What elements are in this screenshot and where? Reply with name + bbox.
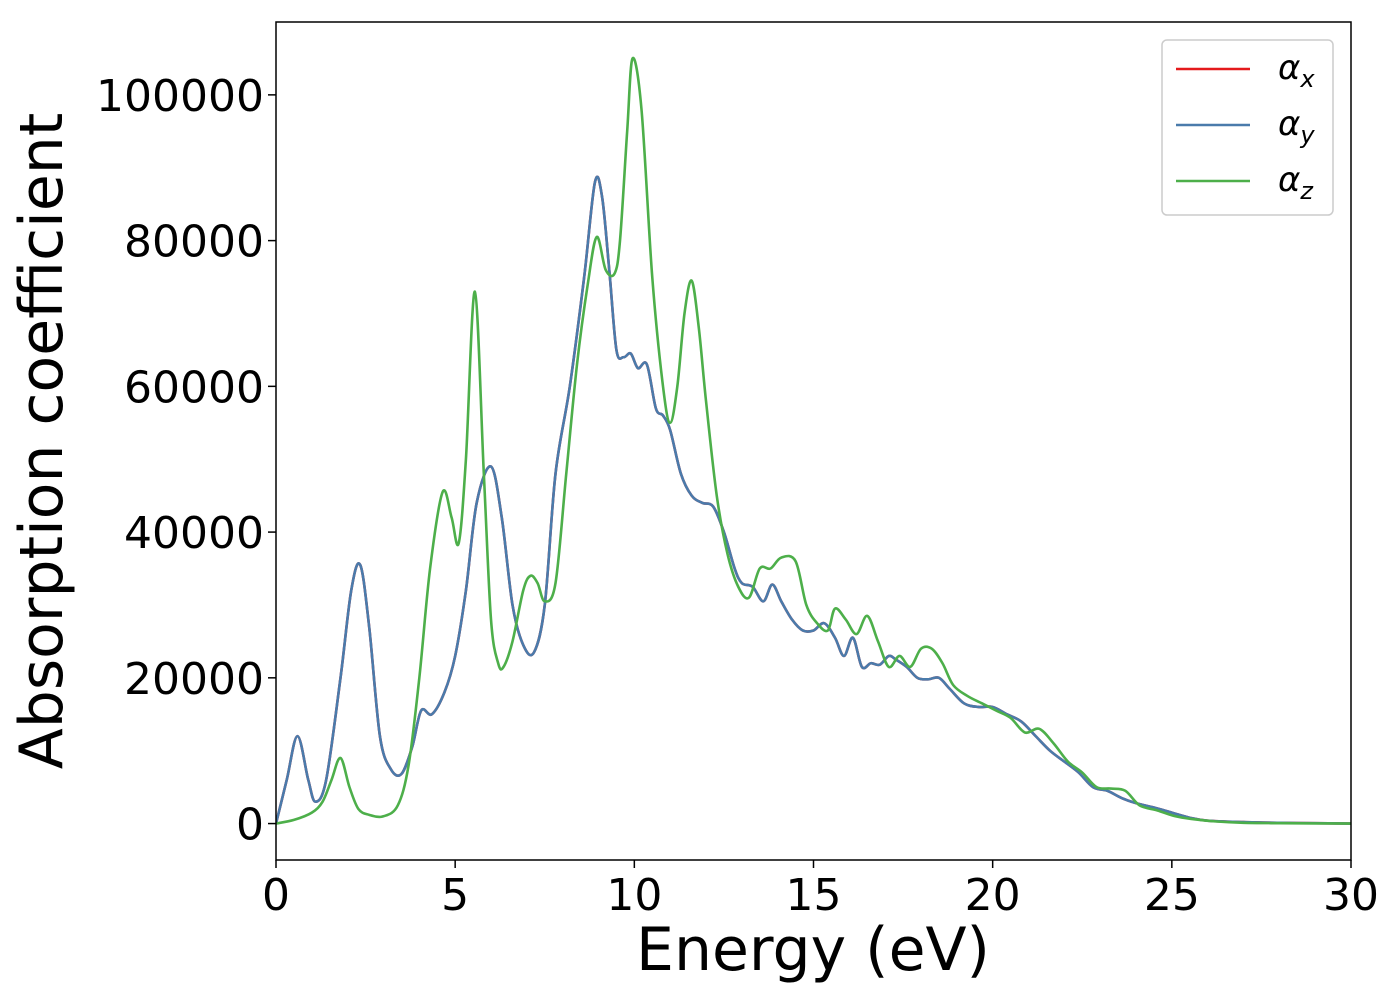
legend-entry-alpha-z: αz <box>1176 160 1314 205</box>
x-tick-label: 30 <box>1323 870 1379 921</box>
legend-entry-alpha-y: αy <box>1176 104 1315 149</box>
x-tick-label: 10 <box>606 870 662 921</box>
legend: αx αy αz <box>1161 39 1334 216</box>
series-line-alpha-x <box>276 175 1351 825</box>
x-tick-label: 5 <box>441 870 469 921</box>
y-tick-label: 20000 <box>124 654 264 705</box>
x-axis-label: Energy (eV) <box>636 915 990 985</box>
y-axis-label: Absorption coefficient <box>7 113 77 770</box>
x-tick-label: 15 <box>786 870 842 921</box>
y-tick-label: 100000 <box>96 71 264 122</box>
x-tick-label: 20 <box>965 870 1021 921</box>
series-line-alpha-y <box>276 175 1351 825</box>
series-line-alpha-z <box>276 56 1351 825</box>
series-layer <box>276 56 1351 825</box>
y-tick-label: 0 <box>236 800 264 851</box>
y-tick-label: 60000 <box>124 362 264 413</box>
legend-entry-alpha-x: αx <box>1176 48 1315 93</box>
y-tick-label: 80000 <box>124 217 264 268</box>
y-axis: 0 20000 40000 60000 80000 100000 <box>96 71 276 851</box>
legend-label: αy <box>1278 104 1315 149</box>
x-tick-label: 25 <box>1144 870 1200 921</box>
legend-box <box>1161 39 1334 216</box>
legend-label: αz <box>1278 160 1314 205</box>
x-tick-label: 0 <box>262 870 290 921</box>
y-tick-label: 40000 <box>124 508 264 559</box>
legend-label: αx <box>1278 48 1315 93</box>
x-axis: 0 5 10 15 20 25 30 <box>262 860 1379 921</box>
